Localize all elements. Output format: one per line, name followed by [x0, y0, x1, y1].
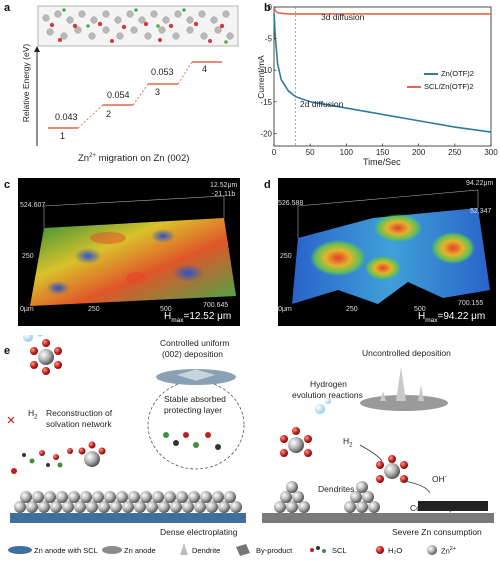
- d-axis-right: 700.155: [458, 300, 484, 307]
- dendrites-text: Dendrites: [318, 484, 355, 494]
- d-axis-mid: 250: [346, 306, 358, 313]
- x-tick-label: 150: [376, 148, 390, 157]
- d-axis-tick: 250: [280, 253, 292, 260]
- dense-text: Dense electroplating: [160, 527, 238, 537]
- legend-scl: SCL: [332, 546, 347, 555]
- panel-b-label: b: [264, 2, 271, 14]
- series-line-1: [273, 13, 492, 133]
- c-axis-tick: 250: [22, 253, 34, 260]
- protecting-layer-molecules: [163, 432, 221, 450]
- legend-byproduct: By-product: [256, 546, 293, 555]
- annotation-3d: 3d diffusion: [321, 12, 365, 22]
- step-2: 2: [106, 109, 112, 119]
- series-line-2: [273, 7, 491, 15]
- legend-scl-zn-otf: SCL/Zn(OTF)2: [407, 82, 474, 91]
- y-tick-label: -20: [260, 129, 272, 138]
- y-tick-label: -10: [260, 66, 272, 75]
- y-tick-label: -15: [260, 98, 272, 107]
- reconstruction-text-1: Reconstruction of: [46, 408, 113, 418]
- step-1: 1: [60, 131, 66, 141]
- panel-b-chart: 0 50 100 150 200 250 300 0 -5 -10 -15 -20: [260, 3, 498, 157]
- panel-e-label: e: [4, 345, 11, 357]
- atomic-structure-atoms: [42, 8, 234, 44]
- legend-zn-anode: Zn anode: [124, 546, 156, 555]
- d-axis-origin: 0μm: [278, 306, 292, 313]
- severe-text: Severe Zn consumption: [392, 527, 482, 537]
- c-hmax: Hmax=12.52 μm: [164, 311, 232, 324]
- blocked-mark: [7, 416, 15, 424]
- c-top-value: 12.52μm: [210, 182, 238, 189]
- step-3: 3: [155, 87, 161, 97]
- step-4: 4: [202, 64, 208, 74]
- c-axis-origin: 0μm: [20, 306, 34, 313]
- afm-image-d: 94.22μm 52.347 526.588 250 0μm 250 500 7…: [278, 178, 496, 326]
- panel-a-caption: Zn2+ migration on Zn (002): [78, 153, 190, 165]
- x-tick-label: 200: [412, 148, 426, 157]
- x-tick-label: 100: [340, 148, 354, 157]
- corrosion-text: Corrosion product: [410, 503, 478, 513]
- annotation-2d: 2d diffusion: [300, 99, 344, 109]
- d-axis-left: 526.588: [278, 200, 304, 207]
- c-axis-mid2: 500: [160, 306, 172, 313]
- barrier-3: 0.053: [151, 67, 174, 77]
- controlled-text-1: Controlled uniform: [160, 338, 230, 348]
- legend-zn-otf: Zn(OTF)2: [424, 69, 474, 78]
- left-zn-substrate: [10, 491, 246, 523]
- uncontrolled-deposition-plate: [360, 367, 448, 411]
- hydrogen-text-2: evolution reactions: [292, 390, 363, 400]
- uncontrolled-text: Uncontrolled deposition: [362, 348, 451, 358]
- d-axis-mid2: 500: [414, 306, 426, 313]
- energy-steps: [48, 61, 222, 129]
- panel-b-xlabel: Time/Sec: [363, 157, 401, 167]
- c-mid-value: -21.11b: [212, 191, 236, 198]
- c-axis-right: 700.645: [203, 302, 229, 309]
- h2-right: H2: [343, 436, 353, 449]
- atomic-structure-box: [37, 5, 239, 47]
- panel-a-label: a: [4, 2, 11, 14]
- y-tick-label: -5: [265, 35, 273, 44]
- legend-icons: [8, 543, 437, 556]
- legend-dendrite: Dendrite: [192, 546, 221, 555]
- stable-text-2: protecting layer: [164, 405, 223, 415]
- barrier-1: 0.043: [55, 112, 78, 122]
- legend-zn2: Zn2+: [441, 546, 457, 556]
- panel-b-ylabel: Current/mA: [256, 55, 266, 99]
- panel-d-label: d: [264, 179, 271, 191]
- x-tick-label: 250: [448, 148, 462, 157]
- barrier-2: 0.054: [107, 90, 130, 100]
- hydrogen-text-1: Hydrogen: [310, 379, 347, 389]
- molecular-chain: [11, 441, 106, 474]
- solvation-cluster-left: [23, 335, 62, 375]
- x-tick-label: 300: [484, 148, 498, 157]
- panel-a-ylabel: Relative Energy (eV): [21, 43, 31, 123]
- oh-text: OH-: [432, 474, 447, 484]
- d-hmax: Hmax=94.22 μm: [418, 311, 486, 324]
- legend-zn-scl: Zn anode with SCL: [34, 546, 98, 555]
- c-axis-mid: 250: [88, 306, 100, 313]
- c-axis-left: 524.607: [20, 202, 46, 209]
- panel-e-illustration: [7, 335, 494, 556]
- d-mid-value: 52.347: [470, 208, 492, 215]
- reconstruction-text-2: solvation network: [46, 419, 112, 429]
- d-top-value: 94.22μm: [466, 180, 494, 187]
- afm-image-c: 12.52μm -21.11b 524.607 250 0μm 250 500 …: [18, 178, 240, 326]
- panel-a-figure: [34, 5, 239, 146]
- x-tick-label: 0: [272, 148, 277, 157]
- panel-c-label: c: [4, 179, 11, 191]
- hydrogen-bubbles: [315, 398, 331, 414]
- controlled-text-2: (002) deposition: [162, 349, 223, 359]
- h2-left: H2: [28, 408, 38, 421]
- solvation-cluster-right: [280, 427, 408, 483]
- legend-h2o: H₂O: [388, 546, 403, 555]
- stable-text-1: Stable absorbed: [164, 394, 226, 404]
- step-connectors: [77, 61, 193, 129]
- x-tick-label: 50: [306, 148, 315, 157]
- uniform-deposition-plate: [156, 368, 236, 385]
- y-tick-label: 0: [268, 3, 273, 12]
- right-zn-substrate: [262, 481, 494, 523]
